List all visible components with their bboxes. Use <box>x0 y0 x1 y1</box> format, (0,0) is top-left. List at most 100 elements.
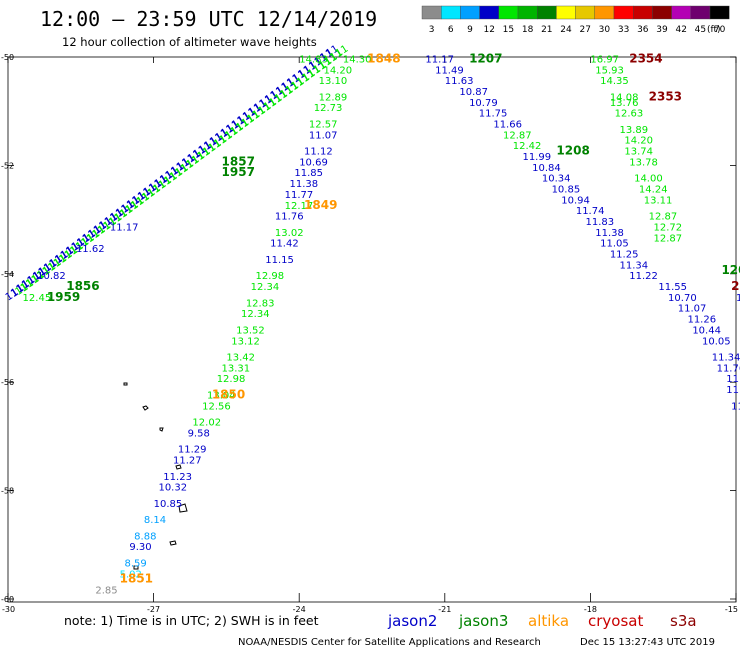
swh-value: 11.12 <box>304 147 333 158</box>
swh-value: 11.34 <box>620 260 649 271</box>
colorbar-label: 30 <box>599 25 611 35</box>
swh-value: 12.83 <box>246 298 275 309</box>
swh-value: 10.34 <box>542 174 571 185</box>
colorbar-swatch <box>441 5 461 20</box>
swh-value: 11.38 <box>595 228 624 239</box>
colorbar-swatch <box>652 5 672 20</box>
swh-value: 11.15 <box>265 255 294 266</box>
island-shape <box>175 464 182 470</box>
swh-value: 12.98 <box>256 271 285 282</box>
swh-value: 12.87 <box>649 212 678 223</box>
lat-tick-label: -50 <box>1 53 14 62</box>
swh-value: 12.63 <box>615 109 644 120</box>
footer-generated: Dec 15 13:27:43 UTC 2019 <box>580 637 715 648</box>
swh-value: 11.76 <box>275 212 304 223</box>
swh-value: 13.12 <box>231 336 260 347</box>
island-shape <box>178 503 188 513</box>
colorbar-label: 12 <box>483 25 494 35</box>
colorbar-label: 27 <box>579 25 590 35</box>
swh-value: 11.66 <box>493 119 522 130</box>
swh-value: 12.17 <box>285 201 314 212</box>
swh-value: 11 <box>731 401 740 412</box>
lat-tick-label: -58 <box>1 487 14 496</box>
colorbar-swatch <box>690 5 711 20</box>
lon-tick-label: -27 <box>147 605 160 614</box>
island-shape <box>142 405 149 411</box>
pass-time-label: 2354 <box>629 51 662 65</box>
swh-value: 12.98 <box>217 374 246 385</box>
swh-value: 10.79 <box>469 98 498 109</box>
swh-value: 12.34 <box>251 282 280 293</box>
swh-value: 11.62 <box>76 244 105 255</box>
swh-value: 11.75 <box>479 109 508 120</box>
swh-value: 16.97 <box>590 54 619 65</box>
swh-value: 12.73 <box>314 103 343 114</box>
lon-tick-label: -21 <box>438 605 451 614</box>
colorbar-swatch <box>671 5 691 20</box>
swh-value: 11.17 <box>110 222 139 233</box>
colorbar-label: 3 <box>429 25 435 35</box>
swh-value: 14.00 <box>634 174 663 185</box>
swh-value: 11.83 <box>586 217 615 228</box>
swh-value: 14.35 <box>600 76 629 87</box>
swh-value: 12.56 <box>202 401 231 412</box>
swh-value: 8.59 <box>124 558 146 569</box>
legend-s3a: s3a <box>670 612 697 630</box>
dense-track-labels: 1111111111111111111111111111111111111111… <box>4 43 351 303</box>
swh-value: 13.31 <box>222 363 251 374</box>
swh-value: 5.02 <box>120 569 142 580</box>
swh-value: 14.08 <box>610 92 639 103</box>
pass-time-label: 1209 <box>721 263 740 277</box>
swh-value: 10.94 <box>561 195 590 206</box>
swh-value: 13.89 <box>620 125 649 136</box>
pass-time-label: 1848 <box>367 51 400 65</box>
legend-altika: altika <box>528 612 569 630</box>
swh-value: 10.84 <box>532 163 561 174</box>
swh-value: 10.87 <box>459 87 488 98</box>
map-subtitle: 12 hour collection of altimeter wave hei… <box>62 35 317 49</box>
colorbar-label: 70 <box>714 25 726 35</box>
wave-height-colorbar: 3 6 9 12 15 18 21 24 27 30 33 36 39 42 45 70 <box>421 5 730 35</box>
pass-time-label: 1850 <box>212 387 245 401</box>
colorbar-label: 15 <box>503 25 514 35</box>
swh-value: 13.11 <box>644 195 673 206</box>
colorbar-swatch <box>421 5 442 20</box>
swh-value: 10.82 <box>37 271 66 282</box>
swh-value: 11.85 <box>294 168 323 179</box>
swh-value: 14.20 <box>624 136 653 147</box>
footer-note: note: 1) Time is in UTC; 2) SWH is in fe… <box>64 613 319 628</box>
swh-value: 11.22 <box>629 271 658 282</box>
swh-value: 12.42 <box>513 141 542 152</box>
swh-value: 13.02 <box>275 228 304 239</box>
swh-value: 11.63 <box>445 76 474 87</box>
satellite-legend: jason2 jason3 altika cryosat s3a <box>387 612 697 630</box>
swh-value: 11.05 <box>600 239 629 250</box>
plot-border <box>7 56 737 603</box>
grid-ticks: -50 -52 -54 -56 -58 -60-30 -27 -24 -21 -18 -15 <box>1 53 738 614</box>
swh-value: 11.25 <box>610 250 639 261</box>
colorbar-label: 42 <box>675 25 686 35</box>
lat-tick-label: -56 <box>1 378 14 387</box>
pass-time-label: 1857 <box>222 154 255 168</box>
swh-value: 15.93 <box>595 65 624 76</box>
island-shape <box>123 382 128 386</box>
swh-value: 11.26 <box>687 315 716 326</box>
pass-time-label: 1959 <box>47 290 80 304</box>
swh-value: 12.87 <box>503 130 532 141</box>
swh-value: 12.45 <box>23 293 52 304</box>
colorbar-label: 18 <box>522 25 534 35</box>
swh-value: 9.58 <box>188 428 210 439</box>
lat-tick-label: -52 <box>1 161 14 170</box>
island-shape <box>159 427 164 432</box>
colorbar-label: 21 <box>541 25 552 35</box>
swh-value: 11.29 <box>178 445 207 456</box>
swh-value: 11.34 <box>712 353 740 364</box>
colorbar-unit: (ft) <box>707 25 721 35</box>
swh-value: 8.88 <box>134 531 156 542</box>
swh-value: 12.89 <box>319 92 348 103</box>
colorbar-swatch <box>633 5 653 20</box>
island-shape <box>133 565 139 570</box>
legend-cryosat: cryosat <box>588 612 643 630</box>
colorbar-swatch <box>498 5 519 20</box>
